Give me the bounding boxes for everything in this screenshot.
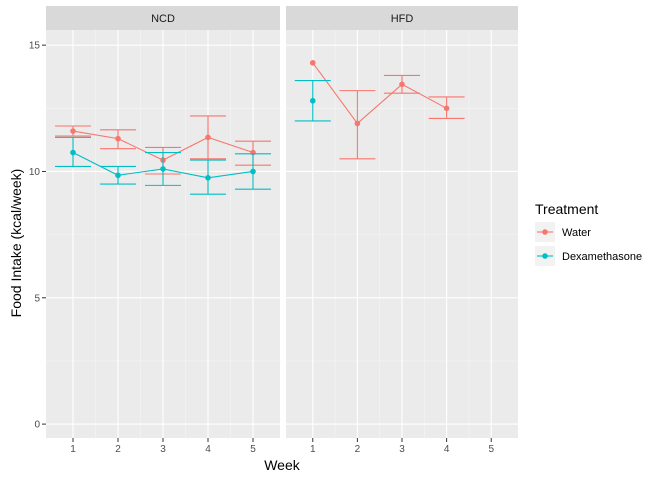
x-tick-label: 1 — [70, 444, 76, 455]
x-tick-label: 4 — [444, 444, 450, 455]
y-axis-title: Food Intake (kcal/week) — [8, 169, 24, 318]
y-tick-label: 0 — [34, 420, 40, 431]
y-tick-label: 10 — [29, 167, 41, 178]
legend-entry-water: Water — [535, 222, 591, 242]
legend-entry-dexamethasone: Dexamethasone — [535, 246, 642, 266]
x-tick-label: 3 — [399, 444, 405, 455]
x-axis-title: Week — [264, 457, 301, 473]
data-point — [115, 135, 121, 142]
y-tick-label: 5 — [34, 293, 40, 304]
x-tick-label: 4 — [205, 444, 211, 455]
panel-hfd: HFD 1 2 3 4 5 — [286, 6, 518, 455]
legend-label-water: Water — [562, 227, 591, 239]
data-point — [399, 81, 405, 88]
data-point — [205, 134, 211, 141]
series-dexamethasone-ncd — [55, 136, 271, 195]
y-tick-label: 15 — [29, 41, 41, 52]
strip-label-ncd: NCD — [151, 13, 175, 25]
legend-title: Treatment — [535, 201, 598, 217]
x-tick-label: 3 — [160, 444, 166, 455]
legend-key-point — [542, 253, 548, 259]
x-tick-label: 2 — [355, 444, 361, 455]
data-point — [309, 97, 316, 104]
data-point — [250, 168, 256, 175]
series-water-hfd — [309, 60, 465, 160]
data-point — [115, 172, 121, 179]
series-dexamethasone-hfd — [294, 79, 331, 122]
series-water-ncd — [55, 115, 271, 175]
data-point — [70, 149, 76, 156]
data-point — [160, 166, 166, 172]
strip-label-hfd: HFD — [391, 13, 414, 25]
legend: Treatment Water Dexamethasone — [535, 201, 642, 266]
data-point — [443, 105, 450, 112]
data-point — [309, 60, 316, 66]
data-point — [205, 174, 211, 181]
series-line — [312, 62, 447, 125]
x-tick-label: 5 — [250, 444, 256, 455]
legend-label-dexamethasone: Dexamethasone — [562, 251, 642, 263]
x-tick-label: 2 — [115, 444, 121, 455]
strip-hfd — [286, 6, 518, 30]
strip-ncd — [46, 6, 280, 30]
panel-ncd: NCD 1 2 3 4 5 — [46, 6, 280, 455]
data-point — [70, 128, 76, 134]
data-point — [354, 120, 361, 127]
x-tick-label: 5 — [488, 444, 494, 455]
legend-key-point — [542, 229, 548, 235]
x-tick-label: 1 — [310, 444, 316, 455]
